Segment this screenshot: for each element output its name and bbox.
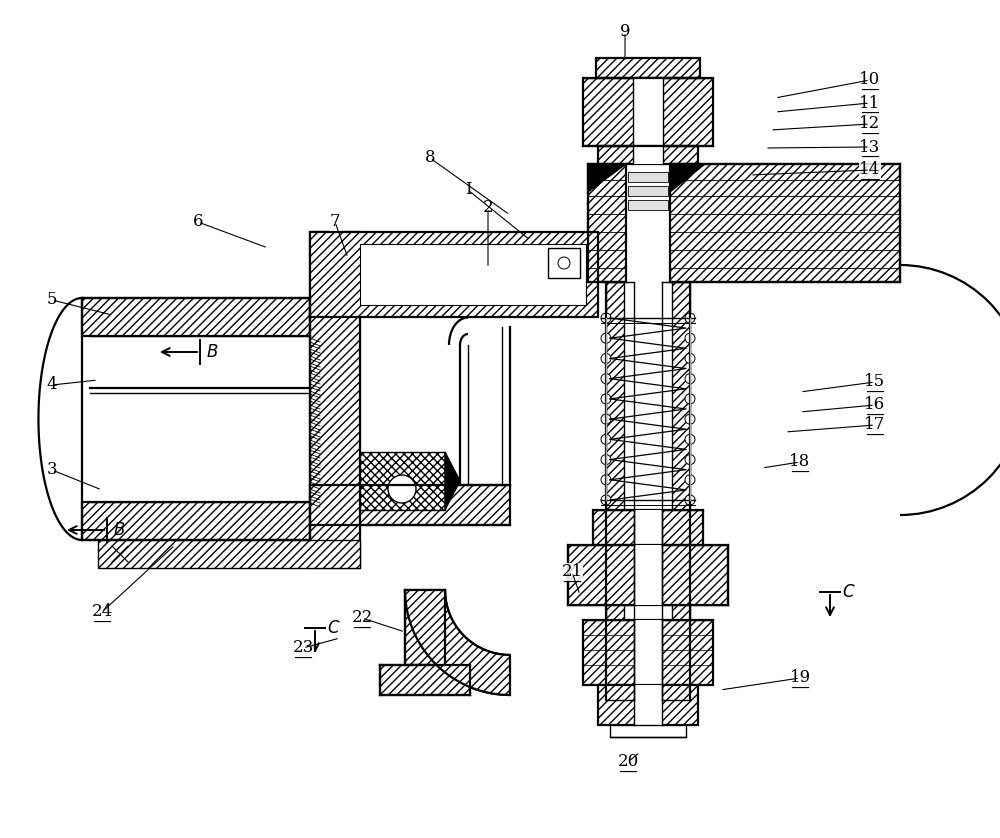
Circle shape: [685, 313, 695, 323]
Bar: [598, 146, 698, 164]
Bar: [633, 146, 663, 164]
Text: 20: 20: [617, 753, 639, 770]
Text: 13: 13: [859, 138, 881, 156]
Bar: [82, 502, 310, 540]
Text: 6: 6: [193, 214, 203, 230]
Bar: [634, 685, 662, 725]
Bar: [596, 58, 700, 78]
Circle shape: [685, 495, 695, 505]
Bar: [598, 685, 698, 725]
Bar: [82, 298, 310, 336]
Bar: [634, 620, 662, 685]
Bar: [380, 665, 470, 695]
Bar: [405, 590, 445, 665]
Text: 9: 9: [620, 23, 630, 40]
Text: B: B: [207, 343, 218, 361]
Text: 2: 2: [483, 199, 493, 216]
Circle shape: [685, 454, 695, 464]
Circle shape: [601, 475, 611, 484]
Circle shape: [558, 257, 570, 269]
Bar: [634, 510, 662, 545]
Bar: [628, 172, 668, 182]
Bar: [310, 485, 510, 525]
Circle shape: [601, 414, 611, 424]
Polygon shape: [405, 590, 510, 695]
Bar: [610, 725, 686, 737]
Text: 12: 12: [859, 116, 881, 132]
Circle shape: [601, 334, 611, 344]
Circle shape: [685, 394, 695, 404]
Bar: [593, 510, 703, 545]
Bar: [588, 164, 626, 282]
Bar: [568, 545, 728, 605]
Text: 19: 19: [789, 670, 811, 686]
Text: 16: 16: [864, 396, 886, 413]
Text: 8: 8: [425, 149, 435, 167]
Text: 18: 18: [789, 453, 811, 470]
Bar: [628, 200, 668, 210]
Circle shape: [685, 434, 695, 444]
Circle shape: [685, 475, 695, 484]
Text: 11: 11: [859, 95, 881, 111]
Text: 5: 5: [47, 292, 57, 308]
Text: C: C: [842, 583, 854, 601]
Polygon shape: [310, 370, 342, 406]
Bar: [583, 620, 713, 685]
Circle shape: [601, 495, 611, 505]
Polygon shape: [588, 164, 626, 192]
Circle shape: [601, 434, 611, 444]
Bar: [633, 78, 663, 146]
Circle shape: [601, 374, 611, 384]
Bar: [634, 545, 662, 605]
Text: 24: 24: [91, 603, 113, 620]
Text: I: I: [465, 182, 471, 199]
Text: 15: 15: [864, 374, 886, 391]
Text: 4: 4: [47, 376, 57, 394]
Bar: [360, 244, 586, 305]
Polygon shape: [445, 452, 460, 510]
Bar: [672, 282, 690, 700]
Circle shape: [685, 354, 695, 364]
Bar: [98, 540, 360, 568]
Text: 22: 22: [351, 609, 373, 627]
Text: 14: 14: [859, 162, 881, 178]
Text: 3: 3: [47, 462, 57, 478]
Circle shape: [601, 354, 611, 364]
Circle shape: [601, 313, 611, 323]
Text: 21: 21: [561, 563, 583, 581]
Text: 10: 10: [859, 71, 881, 89]
Bar: [548, 248, 580, 278]
Bar: [310, 232, 360, 568]
Bar: [628, 186, 668, 196]
Circle shape: [601, 454, 611, 464]
Bar: [670, 164, 900, 282]
Text: 23: 23: [292, 639, 314, 656]
Text: 17: 17: [864, 416, 886, 433]
Text: C: C: [327, 619, 339, 637]
Circle shape: [685, 374, 695, 384]
Circle shape: [601, 394, 611, 404]
Text: B: B: [114, 521, 125, 539]
Polygon shape: [670, 164, 705, 192]
Circle shape: [685, 414, 695, 424]
Bar: [606, 282, 624, 700]
Text: 7: 7: [330, 214, 340, 230]
Bar: [310, 232, 598, 317]
Bar: [583, 78, 713, 146]
Bar: [360, 452, 445, 510]
Circle shape: [388, 475, 416, 503]
Circle shape: [685, 334, 695, 344]
